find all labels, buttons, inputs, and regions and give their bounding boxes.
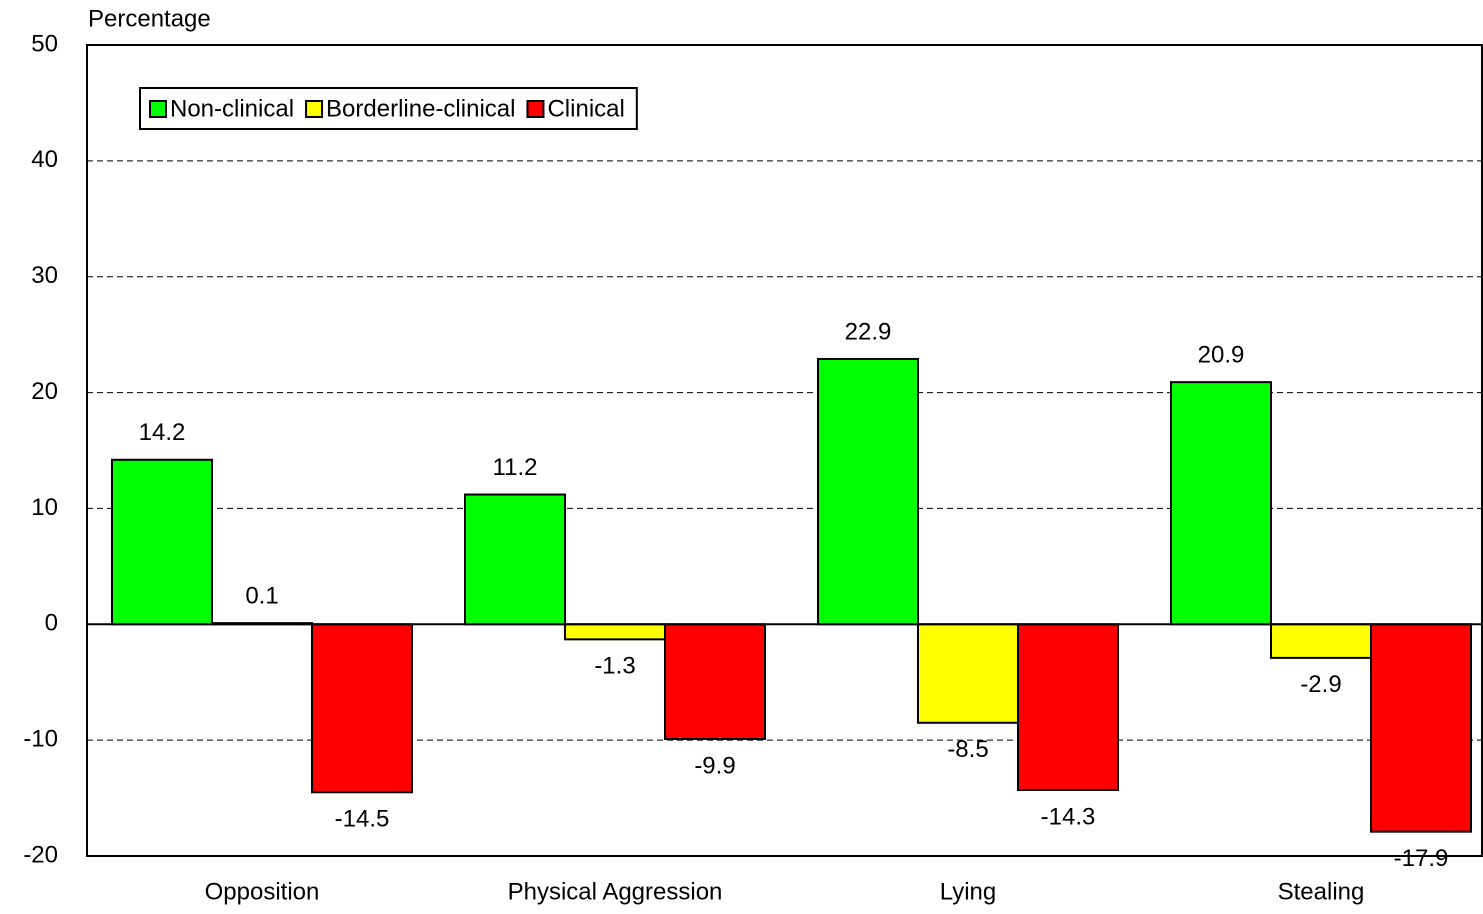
bar	[564, 623, 666, 641]
value-label: 20.9	[1198, 341, 1245, 368]
legend-swatch	[526, 100, 545, 118]
legend-label: Clinical	[547, 95, 624, 122]
y-tick-label: -20	[23, 841, 58, 868]
legend-box	[139, 87, 638, 130]
value-label: 14.2	[139, 419, 186, 446]
x-tick-label: Physical Aggression	[508, 878, 723, 905]
bar	[464, 493, 566, 626]
value-label: -14.3	[1041, 803, 1096, 830]
y-tick-label: -10	[23, 725, 58, 752]
bar	[817, 357, 919, 626]
value-label: -14.5	[335, 806, 390, 833]
bar	[917, 623, 1019, 724]
x-tick-label: Opposition	[205, 878, 320, 905]
value-label: 22.9	[845, 318, 892, 345]
value-label: 0.1	[245, 582, 278, 609]
y-tick-label: 0	[45, 610, 58, 637]
bar	[1170, 381, 1272, 626]
value-label: -2.9	[1300, 671, 1341, 698]
bar	[1370, 623, 1472, 833]
bar	[311, 623, 413, 794]
bar	[1270, 623, 1372, 659]
legend-swatch	[305, 100, 324, 118]
bar	[1017, 623, 1119, 791]
y-tick-label: 20	[31, 378, 58, 405]
y-tick-label: 50	[31, 30, 58, 57]
bar	[111, 458, 213, 626]
legend-swatch	[149, 100, 167, 118]
y-axis-title: Percentage	[88, 5, 211, 32]
value-label: -17.9	[1394, 845, 1449, 872]
value-label: -1.3	[594, 653, 635, 680]
legend-label: Non-clinical	[170, 95, 294, 122]
y-tick-label: 30	[31, 262, 58, 289]
value-label: -9.9	[694, 752, 735, 779]
bar	[664, 623, 766, 740]
legend-label: Borderline-clinical	[326, 95, 515, 122]
y-tick-label: 10	[31, 494, 58, 521]
value-label: 11.2	[493, 454, 538, 481]
plot-frame	[86, 44, 1483, 857]
x-tick-label: Lying	[940, 878, 996, 905]
x-tick-label: Stealing	[1278, 878, 1365, 905]
y-tick-label: 40	[31, 146, 58, 173]
value-label: -8.5	[947, 736, 988, 763]
